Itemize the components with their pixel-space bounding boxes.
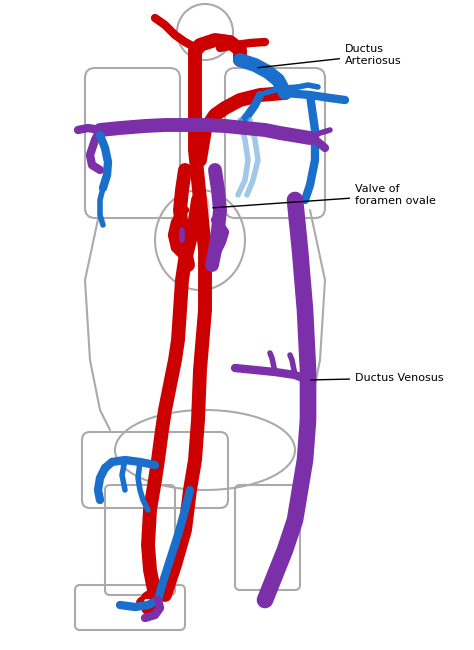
Ellipse shape [190,190,210,230]
Text: Ductus
Arteriosus: Ductus Arteriosus [258,44,401,68]
Text: Valve of
foramen ovale: Valve of foramen ovale [213,184,436,208]
Text: Ductus Venosus: Ductus Venosus [311,373,444,383]
